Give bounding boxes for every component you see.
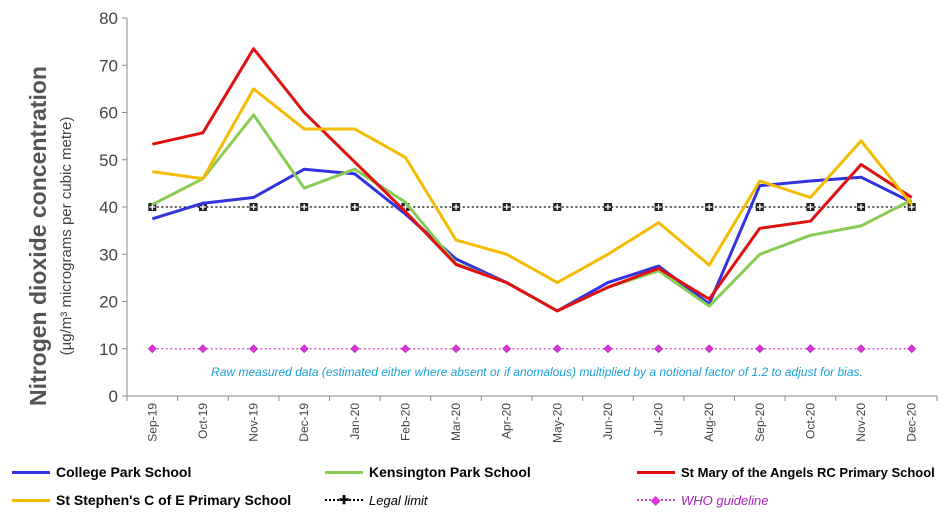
y-tick-label: 10	[99, 340, 118, 359]
x-tick-label: Mar-20	[449, 403, 463, 441]
legal-limit-marker	[249, 203, 258, 211]
who-guideline-marker	[451, 344, 461, 354]
y-tick-label: 40	[99, 198, 118, 217]
legal-limit-marker	[198, 203, 207, 211]
who-guideline-marker	[198, 344, 208, 354]
y-tick-label: 60	[99, 104, 118, 123]
x-tick-label: Feb-20	[398, 403, 412, 441]
legal-limit-marker	[553, 203, 562, 211]
x-tick-label: Aug-20	[702, 403, 716, 442]
legend-item-legal-limit: ✚ Legal limit	[325, 490, 428, 510]
legend-label-who-guideline: WHO guideline	[681, 492, 769, 508]
legend-swatch-st-mary	[637, 465, 675, 479]
y-tick-label: 70	[99, 56, 118, 75]
x-tick-label: Nov-20	[854, 403, 868, 442]
x-tick-label: Jan-20	[348, 403, 362, 440]
legend-swatch-st-stephens	[12, 493, 50, 507]
legal-limit-marker	[654, 203, 663, 211]
series-line-st-stephen-s-c-of-e-primary-school	[152, 87, 913, 285]
who-guideline-marker	[704, 344, 714, 354]
who-guideline-marker	[856, 344, 866, 354]
x-tick-label: Jul-20	[652, 403, 666, 436]
y-tick-label: 0	[109, 387, 118, 406]
who-guideline-marker	[249, 344, 258, 354]
series-line-st-mary-of-the-angels-rc-primary-school	[151, 47, 913, 313]
legend-swatch-who-guideline: ◆	[637, 493, 675, 507]
legal-limit-marker	[806, 203, 815, 211]
legal-limit-marker	[857, 203, 866, 211]
legend-item-college-park: College Park School	[12, 462, 191, 482]
y-tick-label: 30	[99, 245, 118, 264]
legal-limit-marker	[755, 203, 764, 211]
chart-annotation: Raw measured data (estimated either wher…	[211, 365, 863, 379]
who-guideline-marker	[147, 344, 157, 354]
legend-item-who-guideline: ◆ WHO guideline	[637, 490, 768, 510]
legend-label-college-park: College Park School	[56, 464, 192, 480]
x-tick-label: Dec-19	[297, 403, 311, 442]
y-tick-label: 50	[99, 151, 118, 170]
who-guideline-marker	[603, 344, 613, 354]
who-guideline-marker	[350, 344, 360, 354]
x-tick-label: Oct-19	[196, 403, 210, 439]
x-tick-label: Nov-19	[247, 403, 261, 442]
legal-limit-marker	[705, 203, 714, 211]
y-axis-title: Nitrogen dioxide concentration	[25, 66, 51, 406]
series-line-kensington-park-school	[151, 113, 913, 313]
who-guideline-marker	[806, 344, 815, 354]
x-tick-label: Apr-20	[500, 403, 514, 439]
legend-label-kensington-park: Kensington Park School	[369, 464, 531, 480]
x-tick-label: Oct-20	[803, 403, 817, 439]
x-tick-label: Sep-20	[753, 403, 767, 442]
legend-item-kensington-park: Kensington Park School	[325, 462, 531, 482]
x-tick-label: Jun-20	[601, 403, 615, 440]
legend-label-st-mary: St Mary of the Angels RC Primary School	[681, 464, 935, 480]
who-guideline-marker	[755, 344, 765, 354]
who-guideline-marker	[654, 344, 663, 354]
legend-swatch-kensington-park	[325, 465, 363, 479]
legend-item-st-stephens: St Stephen's C of E Primary School	[12, 490, 291, 510]
legal-limit-marker	[350, 203, 359, 211]
legal-limit-marker	[907, 203, 916, 211]
who-guideline-marker	[502, 344, 512, 354]
legal-limit-marker	[148, 203, 157, 211]
who-guideline-marker	[907, 344, 917, 354]
who-guideline-marker	[401, 344, 410, 354]
legend-label-legal-limit: Legal limit	[369, 492, 428, 508]
legend-label-st-stephens: St Stephen's C of E Primary School	[56, 492, 292, 508]
legal-limit-marker	[502, 203, 511, 211]
legend-swatch-college-park	[12, 465, 50, 479]
legend: College Park School Kensington Park Scho…	[0, 456, 950, 524]
x-tick-label: May-20	[550, 403, 564, 443]
legal-limit-marker	[603, 203, 612, 211]
legal-limit-marker	[452, 203, 461, 211]
y-axis-subtitle: (µg/m³ micrograms per cubic metre)	[58, 117, 75, 356]
legend-item-st-mary: St Mary of the Angels RC Primary School	[637, 462, 935, 482]
legal-limit-marker	[300, 203, 309, 211]
who-guideline-marker	[552, 344, 562, 354]
y-tick-label: 80	[99, 9, 118, 28]
x-tick-label: Dec-20	[905, 403, 919, 442]
x-tick-label: Sep-19	[145, 403, 159, 442]
y-tick-label: 20	[99, 293, 118, 312]
legend-swatch-legal-limit: ✚	[325, 493, 363, 507]
who-guideline-marker	[299, 344, 309, 354]
